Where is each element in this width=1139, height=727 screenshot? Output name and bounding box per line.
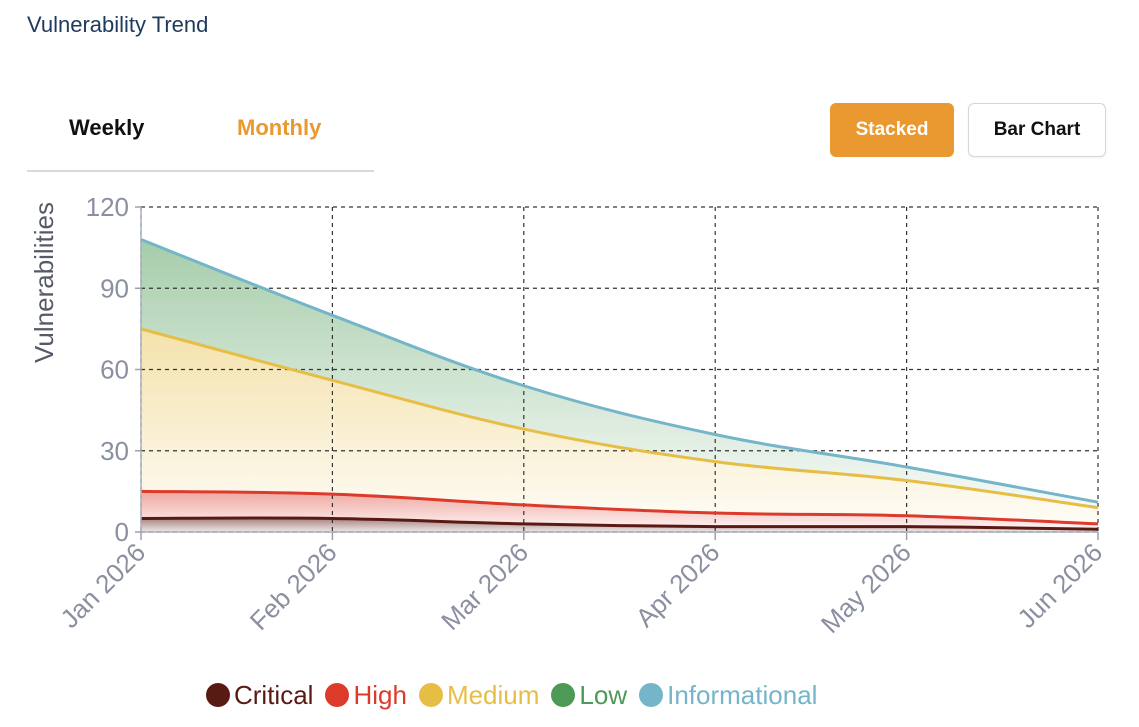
- legend-label-high: High: [353, 679, 407, 710]
- legend-label-medium: Medium: [446, 679, 540, 710]
- vulnerability-trend-chart: 0 30 60 90 120 Jan 2026 Feb 2026 Mar 2026 Apr 20…: [29, 192, 1108, 639]
- y-tick-label: 0: [115, 517, 129, 547]
- legend-dot-critical: [206, 683, 230, 707]
- legend-label-low: Low: [579, 679, 628, 710]
- legend-dot-low: [551, 683, 576, 707]
- y-tick-label: 90: [100, 273, 129, 303]
- legend-item-low[interactable]: Low: [551, 680, 627, 711]
- x-tick-label: Jan 2026: [54, 537, 151, 634]
- line-medium: [140, 327, 1099, 510]
- stacked-button[interactable]: Stacked: [830, 103, 954, 157]
- line-high: [140, 489, 1099, 526]
- legend-item-critical[interactable]: Critical: [206, 680, 313, 711]
- legend-label-informational: Informational: [667, 679, 818, 710]
- tab-weekly[interactable]: Weekly: [69, 115, 145, 140]
- legend-dot-medium: [418, 683, 443, 707]
- legend-item-medium[interactable]: Medium: [418, 679, 540, 711]
- view-tabs: Weekly Monthly: [27, 100, 374, 172]
- tab-monthly[interactable]: Monthly: [237, 115, 322, 140]
- legend-item-high[interactable]: High: [325, 679, 407, 711]
- bar-chart-button[interactable]: Bar Chart: [968, 103, 1106, 157]
- line-critical: [140, 516, 1099, 531]
- legend-dot-high: [325, 683, 350, 707]
- area-critical: [141, 518, 1098, 532]
- page-title: Vulnerability Trend: [27, 12, 209, 37]
- chart-legend: Critical High Medium Low Informational: [206, 678, 817, 712]
- x-tick-label: May 2026: [815, 537, 917, 639]
- y-tick-label: 30: [100, 436, 129, 466]
- legend-label-critical: Critical: [234, 679, 314, 710]
- line-informational: [140, 238, 1099, 504]
- x-tick-label: Apr 2026: [630, 537, 726, 633]
- x-tick-label: Feb 2026: [244, 537, 343, 636]
- y-tick-label: 60: [100, 355, 129, 385]
- area-low: [141, 239, 1098, 508]
- x-tick-label: Mar 2026: [435, 537, 534, 636]
- x-tick-label: Jun 2026: [1011, 537, 1108, 634]
- legend-item-informational[interactable]: Informational: [639, 680, 817, 711]
- y-tick-label: 120: [86, 192, 129, 222]
- area-medium: [141, 328, 1098, 524]
- y-axis-label: Vulnerabilities: [29, 202, 59, 363]
- legend-dot-informational: [639, 683, 664, 707]
